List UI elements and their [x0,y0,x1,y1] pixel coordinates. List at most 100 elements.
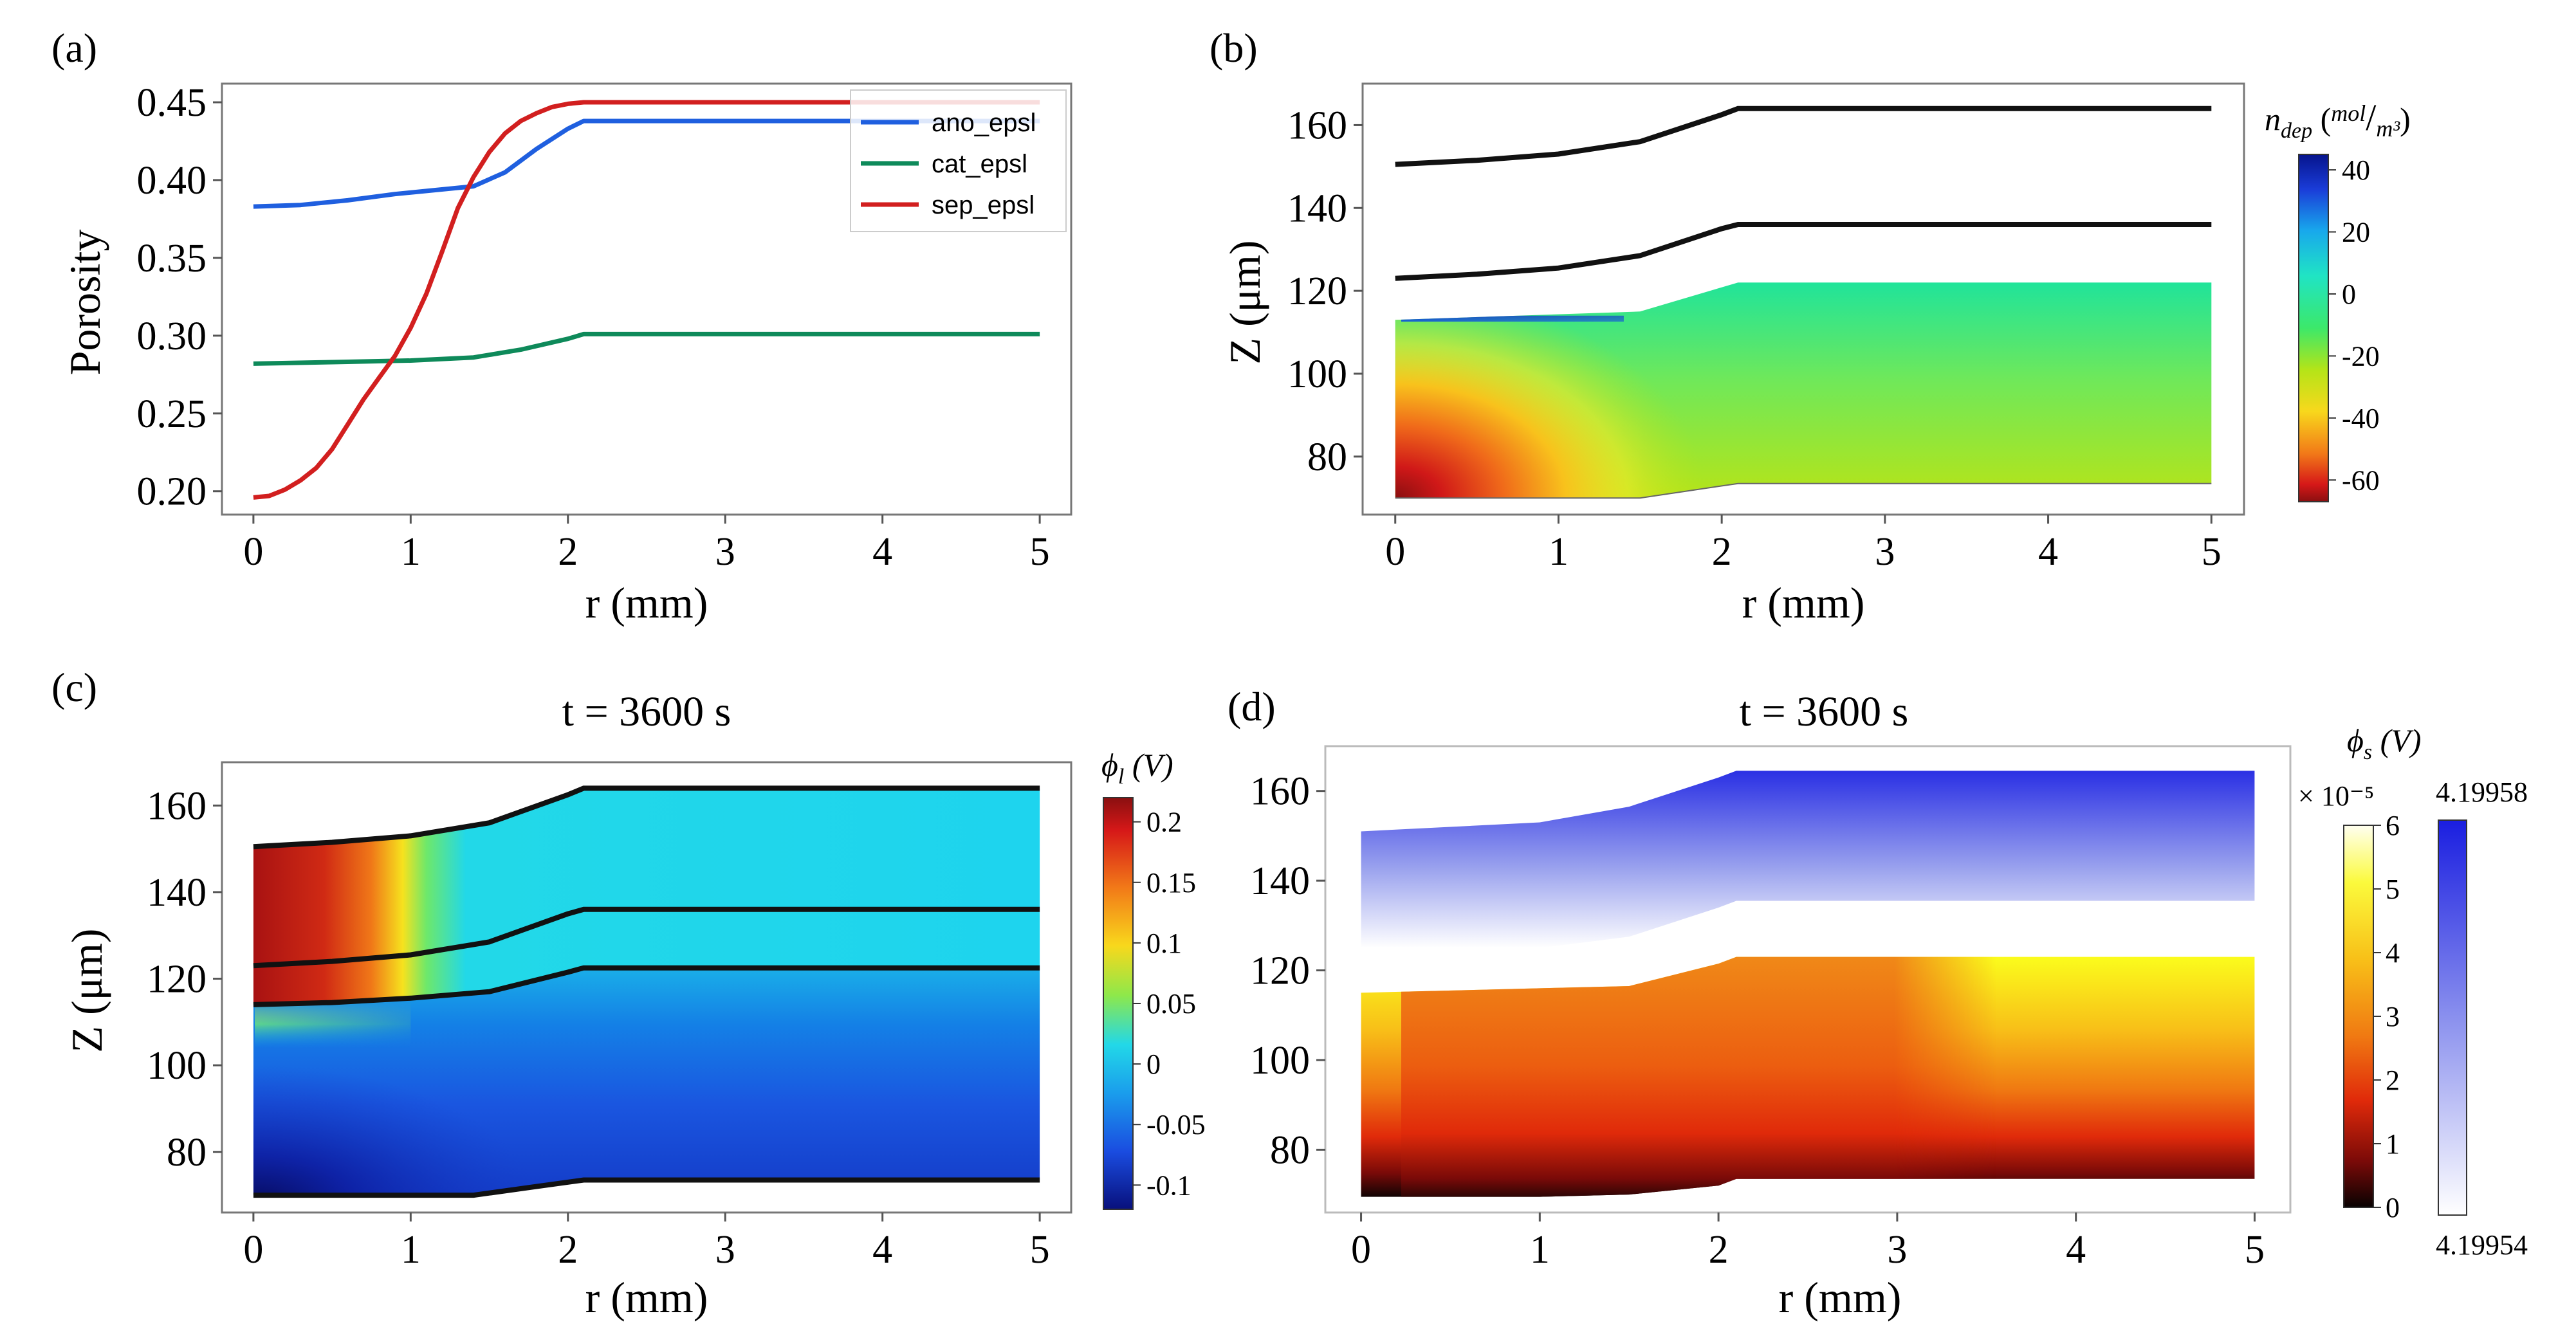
colorbar-tick-label: -0.05 [1146,1109,1206,1140]
y-tick-label: 100 [1250,1039,1310,1083]
boundary-line [253,785,1040,850]
series-line-ano_epsl [253,118,1040,209]
panel-b-x-axis-label: r (mm) [1742,578,1865,627]
colorbar-d-right-max-label: 4.19958 [2436,776,2528,808]
colorbar-tick-label: 0.1 [1146,928,1182,959]
panel-b-y-axis-label: Z (μm) [1220,240,1269,364]
colorbar-tick-label: 2 [2386,1065,2400,1096]
y-tick-label: 160 [147,784,207,828]
panel-b-x-ticks: 0 1 2 3 4 5 [1385,515,2222,574]
colorbar-c-gradient [1103,797,1134,1210]
panel-a-x-ticks: 0 1 2 3 4 5 [243,515,1050,574]
x-tick-label: 3 [715,530,735,574]
y-tick-label: 0.35 [137,237,207,280]
legend-label: sep_epsl [932,191,1035,219]
panel-d-frame [1324,745,2292,1214]
y-tick-label: 0.30 [137,315,207,358]
field-edge-band [253,1000,411,1048]
panel-c-x-ticks: 0 1 2 3 4 5 [243,1212,1050,1272]
colorbar-tick-label: 5 [2386,874,2400,905]
panel-d-label: (d) [1228,684,1276,729]
colorbar-tick-label: 20 [2342,217,2370,248]
field-dark-corner [253,1065,537,1196]
panel-a: (a) 0 1 2 3 4 5 0.20 0.25 0.30 0.35 0.40 0.45 r (m… [51,25,1072,627]
panel-b-colorbar: ndep (mol/m³) 40 20 0 -20 -40 -60 [2265,96,2411,502]
y-tick-label: 120 [1287,270,1347,313]
panel-d-colorbar-left: × 10⁻⁵ 6 5 4 3 2 1 0 [2298,780,2400,1223]
colorbar-tick-label: -20 [2342,340,2380,372]
x-tick-label: 1 [1549,530,1569,574]
colorbar-b-gradient [2298,154,2329,502]
panel-d-x-axis-label: r (mm) [1779,1273,1902,1322]
field-anode-left [1361,956,2255,1197]
x-tick-label: 4 [2066,1228,2086,1272]
colorbar-tick-label: -60 [2342,464,2380,496]
legend-label: cat_epsl [932,150,1027,178]
colorbar-tick-label: -40 [2342,403,2380,434]
legend-label: ano_epsl [932,109,1036,137]
panel-b-field [1395,282,2212,499]
panel-c-x-axis-label: r (mm) [585,1273,708,1322]
boundary-line [253,906,1040,969]
x-tick-label: 4 [2038,530,2058,574]
x-tick-label: 3 [1887,1228,1907,1272]
boundary-line [1395,222,2212,281]
panel-c-boundaries [253,785,1040,1198]
colorbar-d-right-min-label: 4.19954 [2436,1229,2528,1261]
panel-c-y-ticks: 80 100 120 140 160 [147,784,222,1175]
colorbar-tick-label: 0.15 [1146,867,1196,899]
y-tick-label: 160 [1287,104,1347,147]
panel-a-legend: ano_epsl cat_epsl sep_epsl [850,89,1067,232]
boundary-line [253,965,1040,1007]
colorbar-tick-label: 0 [2342,279,2356,310]
x-tick-label: 2 [1709,1228,1729,1272]
x-tick-label: 4 [872,530,892,574]
colorbar-tick-label: 0.2 [1146,807,1182,838]
series-line-cat_epsl [253,331,1040,366]
x-tick-label: 4 [872,1228,892,1272]
series-line-sep_epsl [253,100,1040,500]
panel-a-y-ticks: 0.20 0.25 0.30 0.35 0.40 0.45 [137,81,222,514]
panel-a-x-axis-label: r (mm) [585,578,708,627]
colorbar-b-title: ndep (mol/m³) [2265,96,2411,143]
panel-c-y-axis-label: Z (μm) [62,928,111,1052]
x-tick-label: 5 [1030,1228,1050,1272]
y-tick-label: 0.25 [137,392,207,436]
panel-a-frame [221,82,1072,516]
x-tick-label: 0 [243,530,263,574]
panel-a-label: (a) [51,25,97,71]
colorbar-tick-label: 0 [2386,1192,2400,1223]
y-tick-label: 80 [167,1131,207,1175]
colorbar-tick-label: 4 [2386,937,2400,969]
x-tick-label: 0 [1351,1228,1371,1272]
x-tick-label: 1 [401,530,421,574]
x-tick-label: 5 [2245,1228,2265,1272]
colorbar-d-right-title-text: ϕs (V) [2347,722,2421,764]
colorbar-tick-label: 3 [2386,1001,2400,1032]
colorbar-tick-label: 6 [2386,810,2400,841]
y-tick-label: 0.45 [137,81,207,125]
x-tick-label: 3 [1875,530,1895,574]
field-outline [1395,482,2212,499]
panel-d-title: t = 3600 s [1740,688,1909,735]
colorbar-d-left-exponent: × 10⁻⁵ [2298,780,2374,812]
panel-d-colorbar-right: ϕs (V) 4.19958 4.19954 [2347,722,2528,1261]
panel-b-label: (b) [1210,25,1258,71]
x-tick-label: 2 [558,1228,578,1272]
panel-d-x-ticks: 0 1 2 3 4 5 [1351,1212,2265,1272]
y-tick-label: 80 [1307,435,1347,479]
colorbar-tick-label: -0.1 [1146,1169,1191,1201]
x-tick-label: 1 [1530,1228,1550,1272]
legend-box [850,89,1067,232]
y-tick-label: 120 [1250,949,1310,993]
x-tick-label: 0 [1385,530,1405,574]
panel-b-y-ticks: 80 100 120 140 160 [1287,104,1363,479]
panel-c-field [253,788,1040,1196]
x-tick-label: 5 [2202,530,2222,574]
y-tick-label: 140 [1287,187,1347,230]
panel-c: (c) t = 3600 s 0 1 2 3 4 5 80 100 120 140 160 r (… [51,664,1206,1322]
x-tick-label: 2 [558,530,578,574]
panel-a-y-axis-label: Porosity [60,230,109,376]
